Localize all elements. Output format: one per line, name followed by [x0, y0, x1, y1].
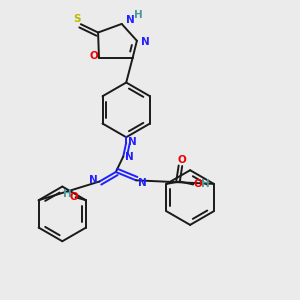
Text: H: H [201, 179, 210, 190]
Text: N: N [138, 178, 146, 188]
Text: N: N [128, 137, 137, 147]
Text: O: O [89, 51, 98, 61]
Text: S: S [74, 14, 81, 24]
Text: O: O [193, 179, 202, 190]
Text: O: O [178, 155, 187, 165]
Text: N: N [88, 175, 97, 185]
Text: H: H [63, 189, 72, 199]
Text: N: N [126, 15, 134, 25]
Text: N: N [141, 37, 150, 47]
Text: H: H [134, 10, 142, 20]
Text: O: O [70, 192, 79, 202]
Text: N: N [125, 152, 134, 162]
